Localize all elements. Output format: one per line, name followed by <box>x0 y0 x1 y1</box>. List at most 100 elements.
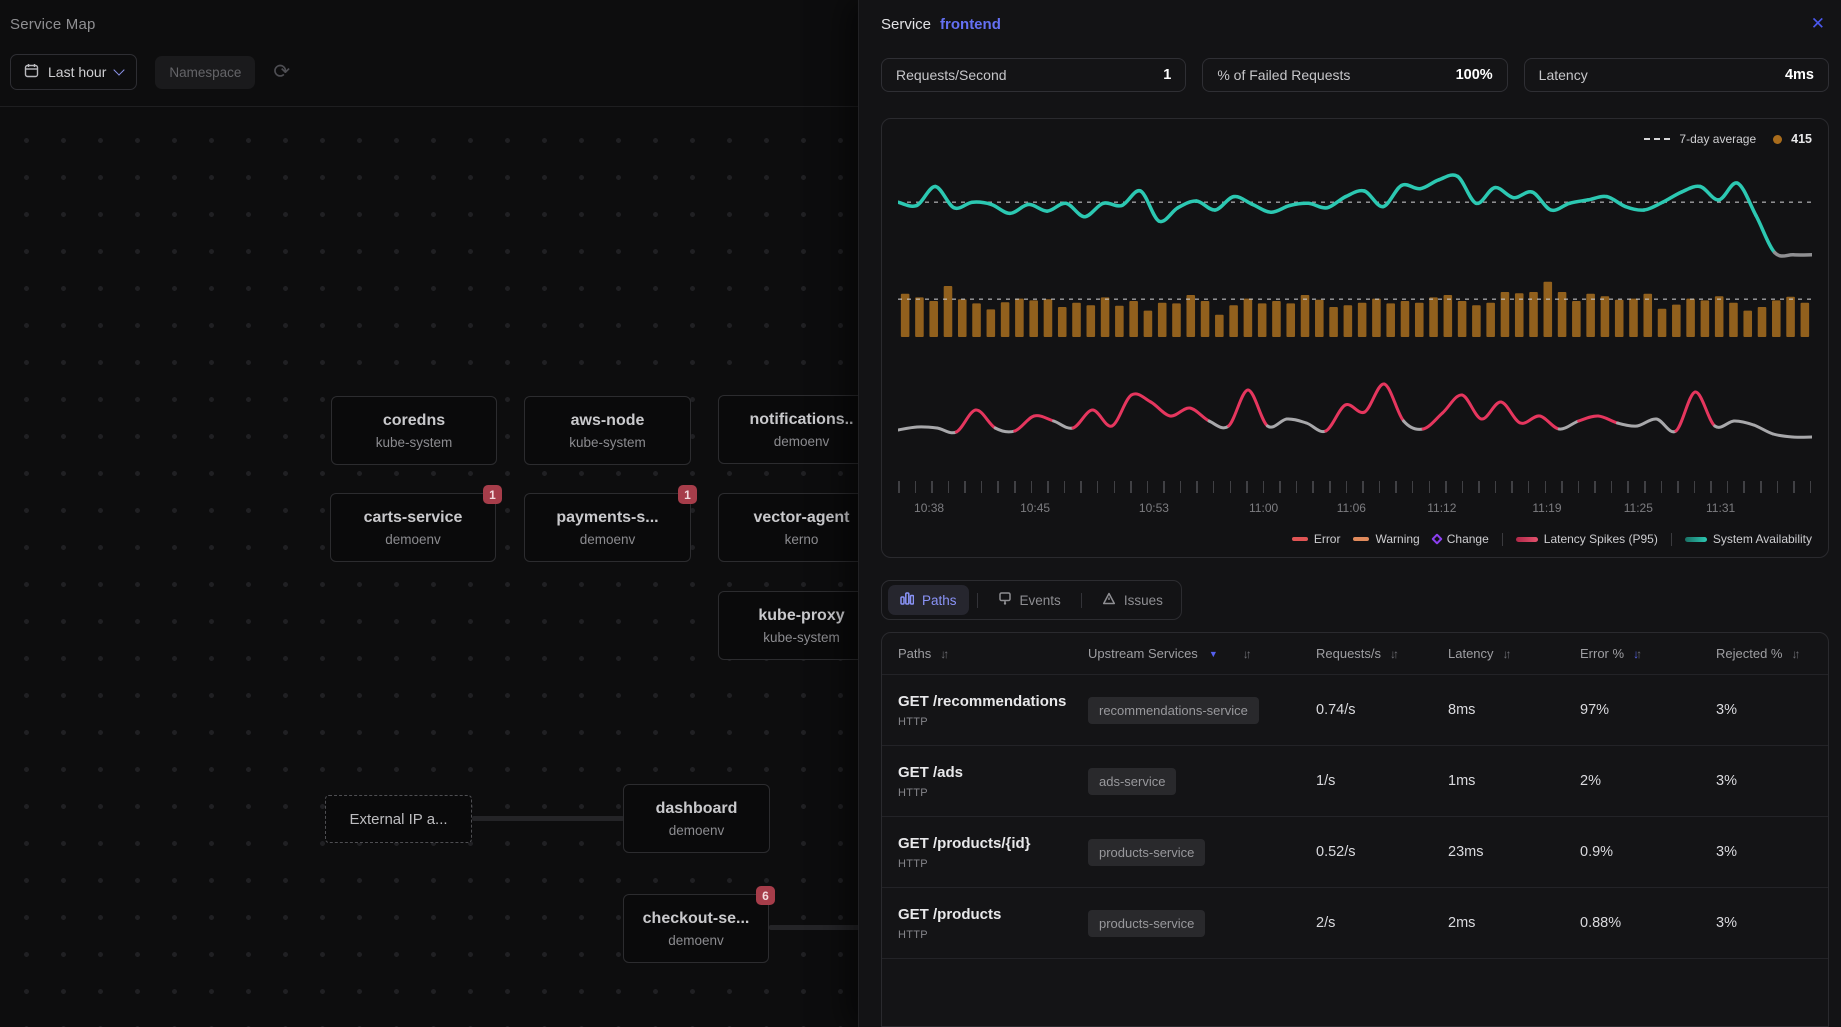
minor-tick <box>1809 481 1812 493</box>
legend-system-availability: System Availability <box>1684 532 1812 546</box>
service-node[interactable]: notifications.. demoenv <box>718 395 885 464</box>
refresh-icon[interactable]: ⟳ <box>273 61 291 83</box>
minor-tick <box>1726 481 1729 493</box>
minor-tick <box>1229 481 1232 493</box>
column-error[interactable]: Error % ↓ ↑ <box>1580 646 1642 661</box>
minor-tick <box>1743 481 1745 493</box>
rejected-cell: 3% <box>1716 702 1737 718</box>
service-node[interactable]: coredns kube-system <box>331 396 497 465</box>
upstream-service-chip[interactable]: recommendations-service <box>1088 696 1259 724</box>
service-name: frontend <box>940 15 1001 33</box>
latency-cell: 1ms <box>1448 773 1476 789</box>
upstream-service-chip[interactable]: ads-service <box>1088 767 1177 795</box>
column-paths[interactable]: Paths ↓ ↑ <box>898 646 949 661</box>
table-row[interactable]: GET /products HTTP products-service 2/s … <box>882 888 1828 959</box>
service-node[interactable]: payments-s... demoenv 1 <box>524 485 697 562</box>
minor-tick <box>1494 481 1497 493</box>
sort-icon[interactable]: ↓ ↑ <box>1502 646 1512 661</box>
upstream-service-chip[interactable]: products-service <box>1088 909 1206 937</box>
timeframe-dropdown[interactable]: Last hour <box>10 54 138 90</box>
stat-latency: Latency 4ms <box>1523 58 1829 92</box>
minor-tick <box>1776 481 1779 493</box>
node-namespace: kube-system <box>763 629 840 645</box>
chart-legend-bottom: Error Warning Change Latency Spikes (P95… <box>898 531 1812 547</box>
upstream-cell: ads-service <box>1088 767 1316 795</box>
minor-tick <box>1279 481 1281 493</box>
service-node[interactable]: carts-service demoenv 1 <box>330 485 502 562</box>
protocol-label: HTTP <box>898 715 928 728</box>
node-namespace: kube-system <box>375 434 453 450</box>
minor-tick <box>1163 481 1165 493</box>
minor-tick <box>1793 481 1795 493</box>
paths-table-header: Paths ↓ ↑ Upstream Services ▼ ↓ ↑ Requests… <box>882 633 1828 675</box>
chart-legend-top: 7-day average 415 <box>898 131 1812 147</box>
minor-tick <box>1577 481 1580 493</box>
namespace-button[interactable]: Namespace <box>155 55 256 89</box>
upstream-cell: products-service <box>1088 909 1316 937</box>
stat-label: Latency <box>1538 67 1588 83</box>
service-node[interactable]: aws-node kube-system <box>524 396 691 465</box>
path-cell: GET /ads HTTP <box>898 764 1088 799</box>
path-label: GET /products/{id} <box>898 834 1031 852</box>
node-namespace: kerno <box>784 531 819 547</box>
tab-events[interactable]: Events <box>986 585 1073 615</box>
map-edge <box>769 925 889 930</box>
error-cell: 0.9% <box>1580 844 1614 860</box>
tab-label: Paths <box>922 592 957 608</box>
minor-tick <box>947 481 950 493</box>
time-axis-ticks <box>898 481 1812 495</box>
column-rejected[interactable]: Rejected % ↓ ↑ <box>1716 646 1800 661</box>
service-node[interactable]: checkout-se... demoenv 6 <box>623 886 775 963</box>
tab-issues[interactable]: Issues <box>1090 585 1175 615</box>
minor-tick <box>1511 481 1513 493</box>
node-title: checkout-se... <box>642 909 750 927</box>
page-title: Service Map <box>10 16 96 33</box>
tab-group: Paths Events Issues <box>881 580 1182 620</box>
tab-paths[interactable]: Paths <box>888 585 969 615</box>
requests-dot-icon <box>1773 134 1783 144</box>
path-cell: GET /products HTTP <box>898 906 1088 941</box>
service-node[interactable]: kube-proxy kube-system <box>718 591 885 660</box>
sort-icon-active[interactable]: ↓ ↑ <box>1633 646 1642 661</box>
rejected-cell: 3% <box>1716 773 1737 789</box>
sort-icon[interactable]: ↓ ↑ <box>1242 646 1252 661</box>
availability-chart <box>898 151 1812 269</box>
column-upstream-services[interactable]: Upstream Services ▼ ↓ ↑ <box>1088 646 1252 661</box>
panel-tabbar: Paths Events Issues <box>881 580 1829 620</box>
time-tick-label: 10:45 <box>1020 501 1051 515</box>
minor-tick <box>1378 481 1381 493</box>
avg-dash-swatch <box>1644 138 1671 140</box>
service-node[interactable]: External IP a... <box>325 795 472 843</box>
table-row[interactable]: GET /ads HTTP ads-service 1/s 1ms 2% 3% <box>882 746 1828 817</box>
column-requests[interactable]: Requests/s ↓ ↑ <box>1316 646 1399 661</box>
path-label: GET /ads <box>898 763 964 781</box>
path-cell: GET /products/{id} HTTP <box>898 835 1088 870</box>
table-row[interactable]: GET /recommendations HTTP recommendation… <box>882 675 1828 746</box>
minor-tick <box>1130 481 1132 493</box>
filter-triangle-icon[interactable]: ▼ <box>1208 648 1218 659</box>
path-label: GET /recommendations <box>898 692 1067 710</box>
stat-value: 100% <box>1455 67 1493 83</box>
stats-row: Requests/Second 1 % of Failed Requests 1… <box>881 58 1829 92</box>
minor-tick <box>1428 481 1430 493</box>
upstream-service-chip[interactable]: products-service <box>1088 838 1206 866</box>
sort-icon[interactable]: ↓ ↑ <box>1390 646 1399 661</box>
minor-tick <box>1080 481 1082 493</box>
paths-table-body: GET /recommendations HTTP recommendation… <box>882 675 1828 959</box>
minor-tick <box>1660 481 1663 493</box>
service-node[interactable]: dashboard demoenv <box>623 784 770 853</box>
node-namespace: kube-system <box>569 434 646 450</box>
panel-header: Service frontend ✕ <box>881 12 1829 36</box>
column-latency[interactable]: Latency ↓ ↑ <box>1448 646 1512 661</box>
avg-legend-label: 7-day average <box>1679 132 1757 146</box>
minor-tick <box>1345 481 1348 493</box>
table-row[interactable]: GET /products/{id} HTTP products-service… <box>882 817 1828 888</box>
error-cell: 2% <box>1580 773 1601 789</box>
sort-icon[interactable]: ↓ ↑ <box>940 646 949 661</box>
minor-tick <box>1246 481 1248 493</box>
close-icon[interactable]: ✕ <box>1810 14 1825 33</box>
service-node[interactable]: vector-agent kerno <box>718 493 885 562</box>
sort-icon[interactable]: ↓ ↑ <box>1791 646 1800 661</box>
time-tick-label: 11:19 <box>1532 501 1562 515</box>
